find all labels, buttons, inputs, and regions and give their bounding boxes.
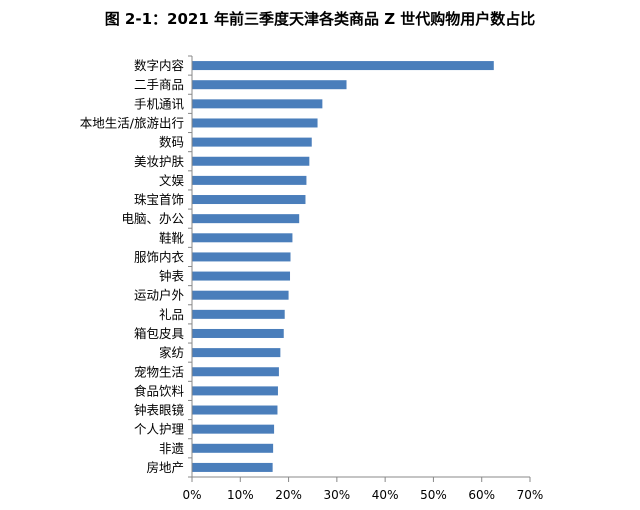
x-tick-label: 0% (182, 488, 201, 502)
category-label: 本地生活/旅游出行 (80, 115, 184, 130)
category-label: 数码 (159, 135, 184, 150)
bar (192, 252, 291, 262)
category-label: 鞋靴 (159, 230, 185, 245)
x-tick-label: 50% (420, 488, 447, 502)
bar (192, 214, 300, 224)
category-label: 珠宝首饰 (134, 192, 184, 207)
bar (192, 405, 278, 415)
category-label: 手机通讯 (134, 96, 185, 111)
category-label: 非遗 (159, 441, 185, 456)
bar (192, 156, 310, 166)
x-tick-label: 20% (275, 488, 302, 502)
chart-title: 图 2-1：2021 年前三季度天津各类商品 Z 世代购物用户数占比 (104, 10, 536, 28)
bar (192, 61, 494, 71)
x-tick-label: 40% (372, 488, 399, 502)
category-label: 房地产 (146, 460, 184, 475)
x-tick-label: 60% (468, 488, 495, 502)
bar (192, 424, 275, 434)
bar (192, 367, 279, 377)
bar (192, 99, 323, 109)
bar (192, 271, 291, 281)
category-label: 家纺 (159, 345, 184, 360)
category-label: 个人护理 (134, 422, 185, 437)
bar (192, 118, 318, 128)
category-label: 数字内容 (134, 58, 184, 73)
category-label: 食品饮料 (134, 383, 185, 398)
bar (192, 348, 281, 358)
bar (192, 175, 307, 185)
bar (192, 328, 284, 338)
category-label: 宠物生活 (134, 364, 184, 379)
category-label: 钟表 (159, 269, 185, 284)
bar (192, 443, 274, 453)
x-tick-label: 70% (517, 488, 544, 502)
bar (192, 195, 306, 205)
category-label: 箱包皮具 (134, 326, 185, 341)
category-label: 二手商品 (134, 77, 184, 92)
bar (192, 462, 273, 472)
category-label: 电脑、办公 (121, 211, 184, 226)
category-labels: 数字内容二手商品手机通讯本地生活/旅游出行数码美妆护肤文娱珠宝首饰电脑、办公鞋靴… (80, 58, 185, 475)
x-tick-label: 10% (227, 488, 254, 502)
bar (192, 309, 285, 319)
category-label: 美妆护肤 (134, 154, 185, 169)
bar (192, 137, 312, 147)
category-label: 服饰内衣 (134, 249, 185, 264)
category-label: 礼品 (159, 307, 184, 322)
x-tick-label: 30% (324, 488, 351, 502)
bar (192, 80, 347, 90)
bars-group (192, 61, 494, 472)
bar (192, 290, 289, 300)
x-axis: 0% 10% 20% 30% 40% 50% 60% 70% (182, 476, 544, 502)
category-label: 文娱 (159, 173, 185, 188)
y-axis (188, 55, 193, 478)
bar (192, 386, 278, 396)
bar (192, 233, 293, 243)
category-label: 钟表眼镜 (134, 403, 185, 418)
category-label: 运动户外 (134, 288, 185, 303)
